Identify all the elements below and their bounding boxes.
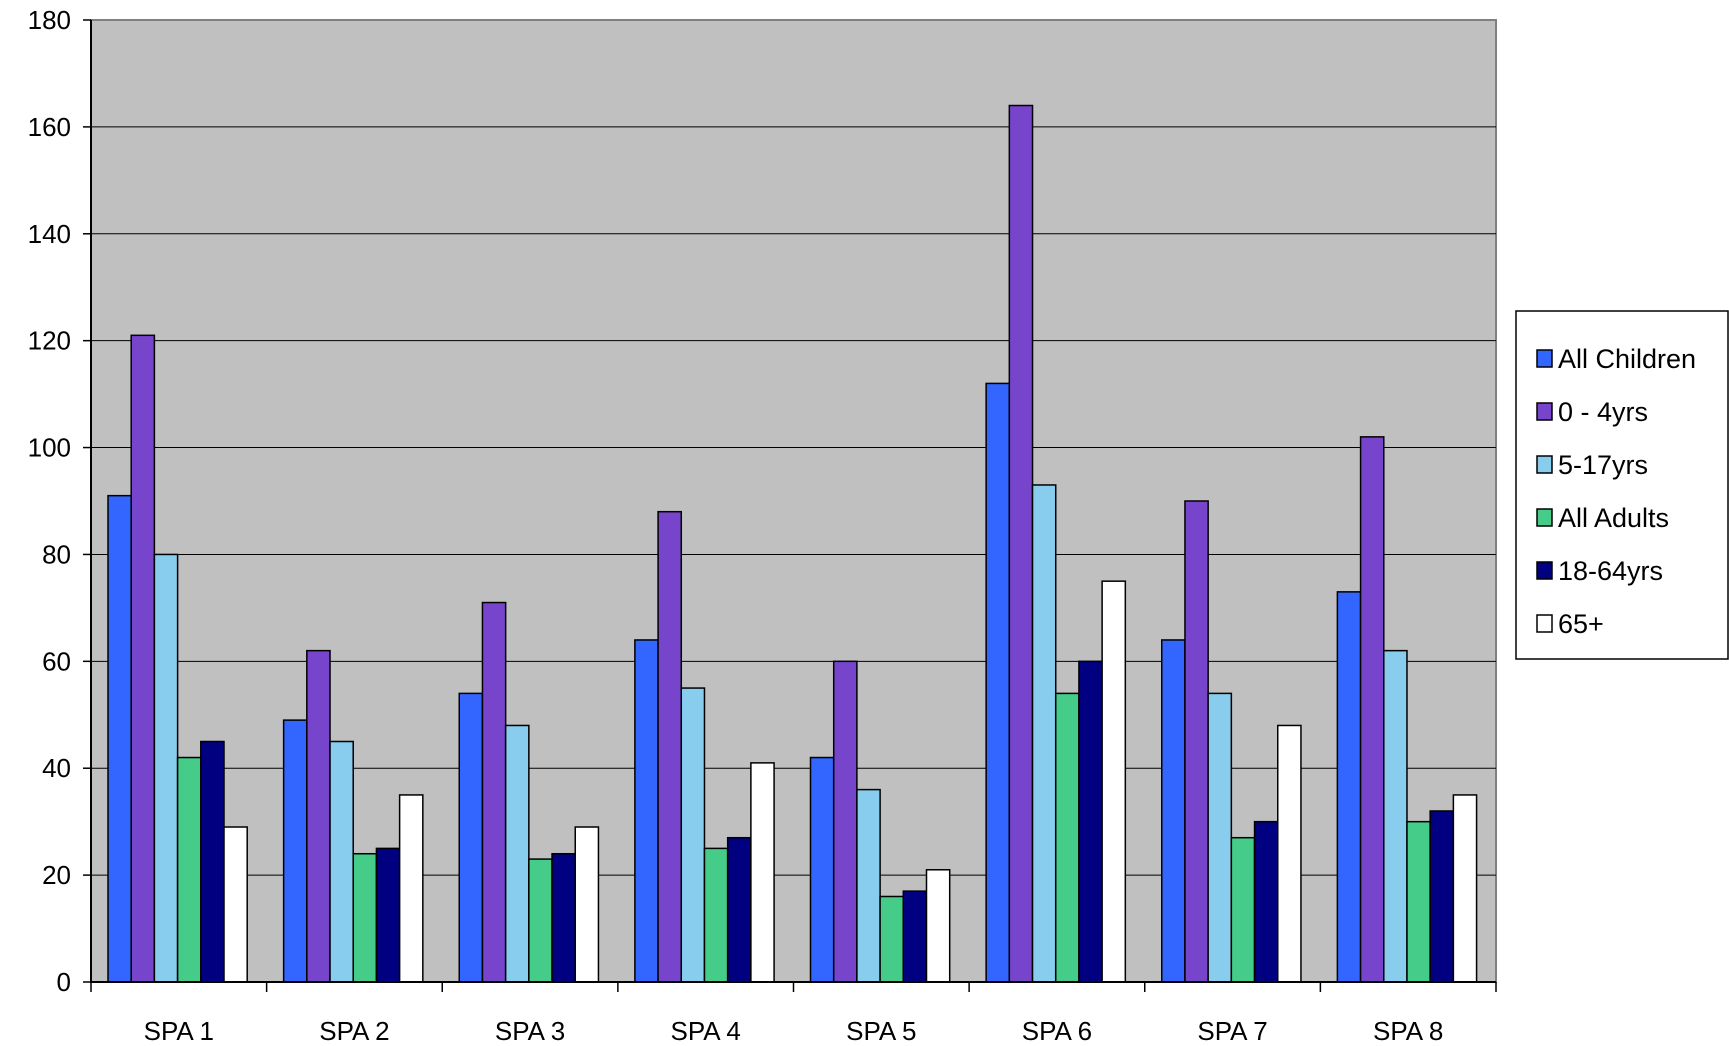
y-tick-label: 60	[42, 646, 71, 676]
legend: All Children 0 - 4yrs 5-17yrs All Adults 18-…	[1515, 310, 1729, 660]
bar-all-children-spa-4	[634, 639, 659, 983]
bar-18-64yrs-spa-3	[551, 852, 576, 983]
legend-label: 0 - 4yrs	[1558, 397, 1648, 427]
legend-swatch	[1536, 614, 1553, 633]
bar-65--spa-5	[925, 869, 951, 983]
bar-18-64yrs-spa-8	[1429, 810, 1455, 983]
bar-65--spa-2	[398, 794, 424, 983]
legend-label: 65+	[1558, 609, 1604, 639]
y-tick-label: 40	[42, 753, 71, 783]
bar-65--spa-4	[750, 762, 775, 983]
bars	[107, 104, 1478, 983]
bar-5-17yrs-spa-3	[504, 724, 530, 983]
bar-5-17yrs-spa-8	[1383, 649, 1408, 983]
bar-all-children-spa-8	[1336, 591, 1362, 983]
bar-5-17yrs-spa-6	[1031, 484, 1057, 983]
bar-all-children-spa-6	[985, 382, 1011, 983]
legend-swatch	[1536, 402, 1553, 421]
bar-18-64yrs-spa-2	[375, 847, 401, 983]
legend-box	[1515, 310, 1729, 660]
x-tick-label: SPA 2	[319, 1016, 389, 1046]
bar-all-adults-spa-6	[1054, 692, 1080, 983]
y-tick-label: 120	[28, 326, 71, 356]
bar-0-4yrs-spa-2	[306, 649, 331, 983]
bar-5-17yrs-spa-7	[1207, 692, 1233, 983]
bar-65--spa-7	[1277, 724, 1302, 983]
bar-0-4yrs-spa-3	[481, 601, 507, 983]
bar-all-adults-spa-3	[528, 858, 553, 983]
bar-65--spa-6	[1101, 580, 1127, 983]
x-tick-label: SPA 4	[671, 1016, 741, 1046]
legend-label: All Adults	[1558, 503, 1669, 533]
legend-label: All Children	[1558, 344, 1696, 374]
y-tick-label: 80	[42, 539, 71, 569]
bar-65--spa-8	[1452, 794, 1478, 983]
bar-all-children-spa-5	[809, 756, 835, 983]
legend-swatch	[1536, 455, 1553, 474]
bar-18-64yrs-spa-6	[1078, 660, 1103, 983]
y-tick-label: 180	[28, 5, 71, 35]
y-tick-label: 20	[42, 860, 71, 890]
legend-swatch	[1536, 349, 1553, 368]
bar-18-64yrs-spa-1	[200, 740, 225, 983]
x-tick-label: SPA 8	[1373, 1016, 1443, 1046]
x-tick-label: SPA 1	[144, 1016, 214, 1046]
x-tick-label: SPA 5	[846, 1016, 916, 1046]
bar-all-adults-spa-4	[703, 847, 729, 983]
bar-18-64yrs-spa-7	[1253, 820, 1279, 983]
y-tick-label: 100	[28, 433, 71, 463]
y-tick-label: 160	[28, 112, 71, 142]
bar-0-4yrs-spa-4	[657, 510, 683, 983]
bar-0-4yrs-spa-6	[1008, 104, 1034, 983]
legend-swatch	[1536, 561, 1553, 580]
bar-5-17yrs-spa-5	[856, 788, 881, 983]
bar-0-4yrs-spa-7	[1184, 500, 1209, 983]
legend-label: 18-64yrs	[1558, 556, 1663, 586]
x-tick-label: SPA 3	[495, 1016, 565, 1046]
bar-0-4yrs-spa-5	[832, 660, 858, 983]
bar-18-64yrs-spa-4	[726, 836, 752, 983]
bar-all-adults-spa-5	[879, 895, 905, 983]
bar-5-17yrs-spa-4	[680, 687, 706, 983]
x-tick-label: SPA 7	[1197, 1016, 1267, 1046]
bar-all-children-spa-3	[458, 692, 484, 983]
bar-5-17yrs-spa-2	[329, 740, 354, 983]
bar-all-adults-spa-8	[1406, 820, 1431, 983]
bar-all-adults-spa-1	[176, 756, 202, 983]
bar-all-children-spa-7	[1161, 639, 1186, 983]
legend-label: 5-17yrs	[1558, 450, 1648, 480]
bar-5-17yrs-spa-1	[153, 553, 179, 983]
y-tick-label: 140	[28, 219, 71, 249]
legend-swatch	[1536, 508, 1553, 527]
y-tick-label: 0	[57, 967, 71, 997]
bar-all-adults-spa-2	[352, 852, 378, 983]
bar-65--spa-1	[223, 826, 248, 983]
bar-all-children-spa-1	[107, 494, 132, 983]
bar-18-64yrs-spa-5	[902, 890, 928, 983]
bar-all-adults-spa-7	[1230, 836, 1256, 983]
bar-65--spa-3	[574, 826, 600, 983]
bar-0-4yrs-spa-1	[130, 334, 156, 983]
bar-all-children-spa-2	[282, 719, 308, 983]
bar-0-4yrs-spa-8	[1359, 436, 1385, 983]
axes: 0 20 40 60 80 100 120 140 160 180 SPA 1 SPA 2 SPA 3 S…	[28, 5, 1497, 1046]
x-tick-label: SPA 6	[1022, 1016, 1092, 1046]
